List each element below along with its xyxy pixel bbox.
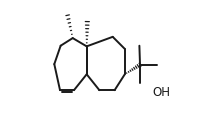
Text: OH: OH	[152, 86, 170, 99]
